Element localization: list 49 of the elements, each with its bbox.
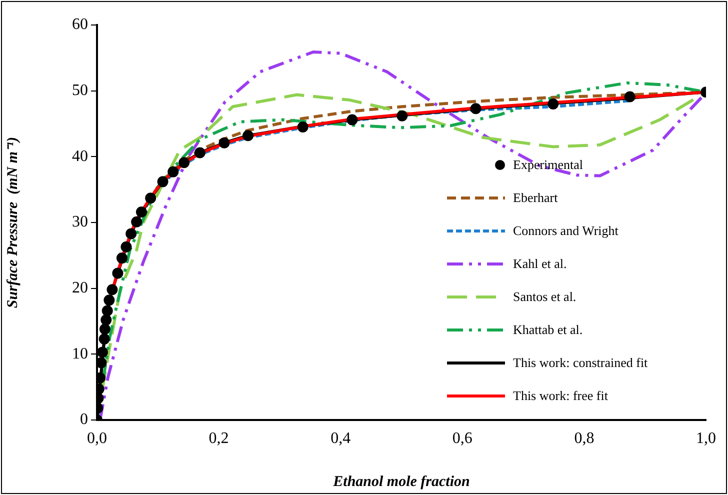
x-axis-title: Ethanol mole fraction — [332, 474, 470, 490]
point — [97, 357, 107, 368]
y-axis-title: Surface Pressure (mN m⁻¹) — [4, 136, 21, 308]
y-tick-label: 10 — [72, 345, 88, 362]
legend-label: Eberhart — [513, 190, 558, 206]
y-tick-label: 40 — [72, 148, 88, 165]
point — [136, 206, 147, 218]
point — [194, 147, 206, 158]
point — [97, 346, 108, 358]
point — [98, 334, 110, 345]
y-tick-label: 0 — [80, 411, 88, 428]
point — [100, 314, 112, 326]
point — [242, 130, 254, 142]
point — [99, 324, 110, 335]
point — [120, 241, 132, 252]
point — [145, 192, 156, 204]
point — [396, 110, 408, 122]
point — [104, 294, 115, 306]
legend-label: Connors and Wright — [513, 222, 618, 238]
point — [112, 268, 124, 279]
point — [131, 216, 142, 228]
x-tick-label: 0,2 — [208, 430, 229, 447]
legend-label: Khattab et al. — [513, 322, 583, 338]
x-tick-label: 1,0 — [696, 430, 716, 447]
point — [470, 103, 482, 114]
legend-label: Santos et al. — [513, 288, 576, 304]
x-tick-label: 0,4 — [330, 430, 351, 447]
point — [116, 252, 128, 264]
x-tick-label: 0,6 — [452, 430, 472, 447]
point — [346, 114, 358, 126]
point — [297, 122, 308, 133]
point — [157, 176, 168, 188]
y-tick-label: 50 — [72, 82, 88, 100]
point — [624, 91, 636, 102]
point — [102, 305, 113, 316]
point — [106, 284, 118, 296]
legend-label: This work: free fit — [513, 388, 608, 404]
point — [178, 157, 190, 168]
x-tick-label: 0,0 — [87, 430, 107, 447]
legend-label: Kahl et al. — [513, 256, 567, 272]
point — [218, 137, 230, 148]
y-tick-label: 30 — [72, 214, 88, 231]
x-tick-label: 0,8 — [574, 430, 594, 447]
point — [168, 166, 179, 178]
point — [548, 98, 559, 110]
point — [126, 228, 137, 240]
y-tick-label: 20 — [72, 280, 88, 297]
legend-label: This work: constrained fit — [513, 354, 648, 370]
y-tick-label: 60 — [72, 16, 88, 34]
